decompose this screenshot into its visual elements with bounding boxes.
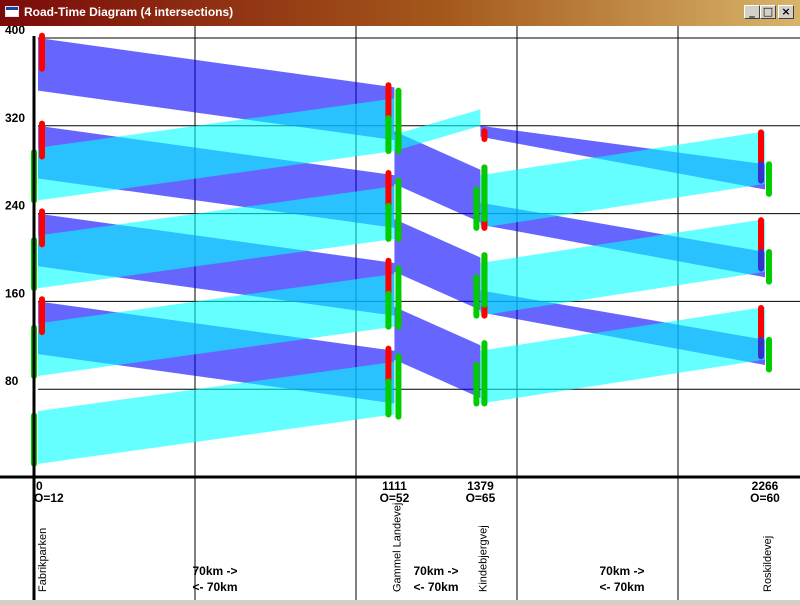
- chart-area: 80 160 240 320 400 0 O=12 Fabrikparken 1111 O=52 G…: [0, 23, 800, 600]
- title-bar[interactable]: Road-Time Diagram (4 intersections) _ □ …: [0, 0, 800, 26]
- segment-forward-speed: 70km ->: [192, 564, 237, 578]
- intersection-position-label: 2266: [752, 479, 779, 493]
- band-forward: [38, 361, 395, 464]
- band-forward: [480, 219, 765, 316]
- segment-forward-speed: 70km ->: [599, 564, 644, 578]
- road-time-chart: 80 160 240 320 400 0O=12 Fabrikparken 1111O=52G…: [0, 23, 800, 600]
- minimize-button[interactable]: _: [744, 5, 760, 19]
- maximize-button[interactable]: □: [760, 5, 776, 19]
- intersection-offset-label: O=60: [750, 491, 780, 505]
- intersection-position-label: 1379: [467, 479, 494, 493]
- intersection-name-label: Fabrikparken: [37, 528, 49, 592]
- intersection-offset-label: O=12: [34, 491, 64, 505]
- segment-forward-speed: 70km ->: [413, 564, 458, 578]
- intersection-offset-label: O=65: [466, 491, 496, 505]
- window-icon[interactable]: [5, 6, 19, 17]
- close-button[interactable]: ×: [778, 5, 794, 19]
- window-title: Road-Time Diagram (4 intersections): [24, 5, 234, 19]
- band-backward: [394, 306, 481, 398]
- y-tick-label: 240: [5, 199, 25, 213]
- intersection-position-label: 1111: [382, 479, 407, 493]
- intersection-name-label: Gammel Landevej: [391, 503, 403, 592]
- y-tick-label: 320: [5, 111, 25, 125]
- intersection-name-label: Roskildevej: [762, 536, 774, 592]
- y-tick-label: 160: [5, 286, 25, 300]
- band-backward: [394, 219, 481, 311]
- band-forward: [394, 109, 481, 152]
- band-forward: [480, 131, 765, 228]
- intersection-position-label: 0: [36, 479, 43, 493]
- segment-backward-speed: <- 70km: [192, 580, 237, 594]
- segment-backward-speed: <- 70km: [599, 580, 644, 594]
- band-forward: [38, 273, 395, 377]
- band-forward: [38, 98, 395, 201]
- intersection-name-label: Kindebjergvej: [477, 525, 489, 592]
- segment-backward-speed: <- 70km: [413, 580, 458, 594]
- y-tick-label: 400: [5, 26, 25, 37]
- band-backward: [394, 131, 481, 223]
- y-tick-label: 80: [5, 374, 19, 388]
- band-forward: [38, 186, 395, 289]
- intersection-offset-label: O=52: [380, 491, 410, 505]
- band-forward: [480, 306, 765, 404]
